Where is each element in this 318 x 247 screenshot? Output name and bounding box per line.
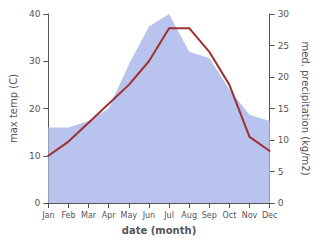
svg-text:May: May — [121, 211, 138, 220]
svg-text:date (month): date (month) — [122, 225, 196, 236]
svg-text:30: 30 — [278, 9, 290, 19]
svg-text:40: 40 — [29, 9, 41, 19]
svg-text:Mar: Mar — [81, 211, 97, 220]
svg-text:Apr: Apr — [102, 211, 117, 220]
svg-text:Nov: Nov — [242, 211, 258, 220]
svg-text:0: 0 — [278, 198, 284, 208]
svg-text:0: 0 — [35, 198, 41, 208]
svg-text:Dec: Dec — [262, 211, 277, 220]
svg-text:med. precipitation (kg/m2): med. precipitation (kg/m2) — [300, 41, 311, 175]
svg-text:25: 25 — [278, 41, 289, 51]
svg-text:Oct: Oct — [222, 211, 236, 220]
svg-text:5: 5 — [278, 167, 284, 177]
svg-text:20: 20 — [278, 72, 290, 82]
svg-text:15: 15 — [278, 104, 289, 114]
svg-text:30: 30 — [29, 56, 41, 66]
svg-text:Jun: Jun — [142, 211, 156, 220]
svg-text:Jan: Jan — [41, 211, 54, 220]
svg-text:max temp (C): max temp (C) — [8, 74, 19, 143]
svg-text:Jul: Jul — [163, 211, 174, 220]
svg-text:Aug: Aug — [181, 211, 197, 220]
svg-text:10: 10 — [278, 135, 290, 145]
svg-text:Sep: Sep — [202, 211, 217, 220]
svg-text:10: 10 — [29, 151, 41, 161]
svg-text:Feb: Feb — [61, 211, 75, 220]
svg-text:20: 20 — [29, 104, 41, 114]
